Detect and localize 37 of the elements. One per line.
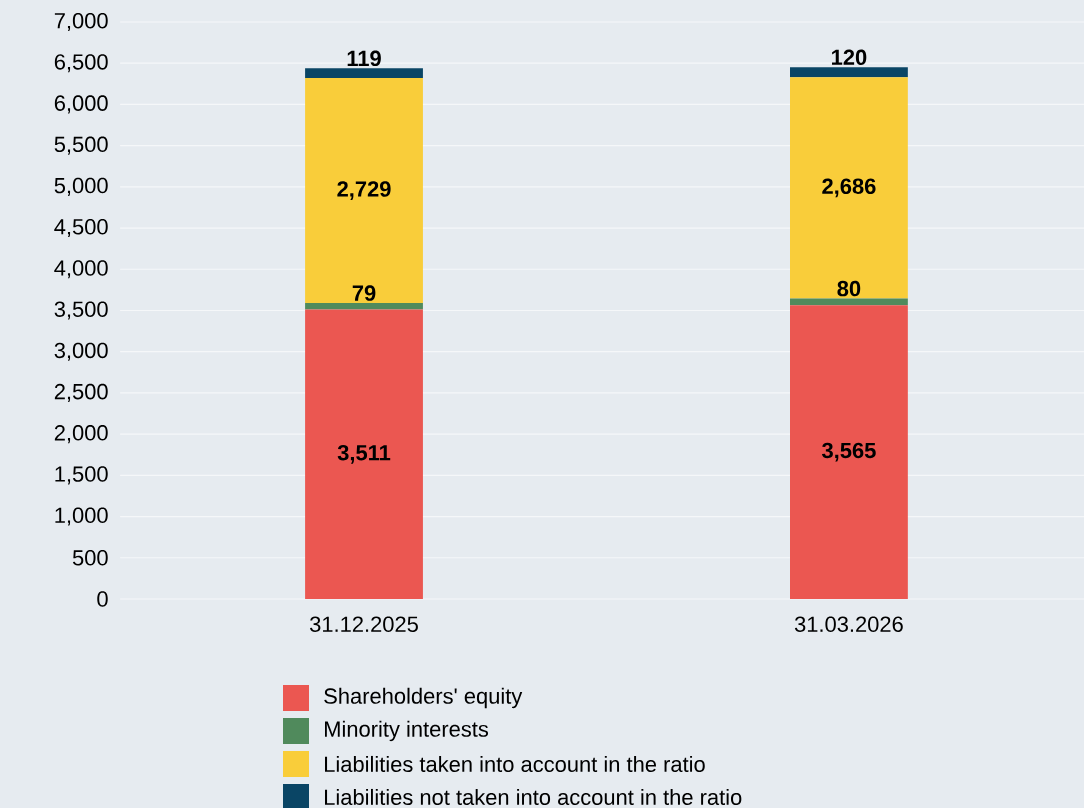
data-label: 119 bbox=[347, 50, 381, 67]
bar bbox=[305, 78, 423, 304]
y-tick-label: 5,000 bbox=[54, 177, 108, 196]
y-tick-label: 4,000 bbox=[54, 260, 108, 279]
y-tick-label: 4,500 bbox=[54, 219, 108, 238]
y-tick-label: 5,500 bbox=[54, 136, 108, 155]
data-label: 2,686 bbox=[822, 178, 876, 198]
y-tick-label: 3,500 bbox=[54, 301, 108, 320]
y-tick-label: 6,500 bbox=[54, 54, 108, 73]
y-tick-label: 3,000 bbox=[54, 342, 108, 361]
y-tick-label: 1,500 bbox=[55, 466, 108, 485]
x-tick-label: 31.12.2025 bbox=[309, 616, 418, 633]
bar bbox=[305, 68, 423, 79]
y-tick-label: 500 bbox=[72, 550, 108, 566]
data-label: 79 bbox=[352, 285, 376, 301]
legend-label: Shareholders' equity bbox=[324, 687, 523, 709]
data-label: 2,729 bbox=[337, 181, 391, 200]
y-tick-label: 2,500 bbox=[54, 383, 108, 402]
data-label: 120 bbox=[832, 49, 867, 66]
bar bbox=[790, 298, 908, 306]
y-tick-label: 7,000 bbox=[54, 12, 108, 32]
data-label: 3,565 bbox=[822, 442, 876, 462]
bar bbox=[305, 309, 423, 599]
data-label: 80 bbox=[837, 280, 861, 297]
legend-label: Minority interests bbox=[325, 720, 489, 742]
legend-label: Liabilities not taken into account in the ratio bbox=[325, 788, 742, 806]
bar bbox=[305, 303, 423, 310]
x-tick-label: 31.03.2026 bbox=[794, 616, 903, 633]
legend-label: Liabilities taken into account in the ratio bbox=[325, 755, 705, 773]
data-label: 3,511 bbox=[337, 444, 391, 464]
y-tick-label: 6,000 bbox=[54, 95, 108, 114]
y-tick-label: 2,000 bbox=[54, 425, 108, 444]
y-tick-label: 0 bbox=[97, 591, 108, 607]
bar bbox=[790, 67, 908, 78]
bar bbox=[790, 77, 908, 299]
bar bbox=[790, 305, 908, 599]
y-tick-label: 1,000 bbox=[55, 507, 108, 526]
